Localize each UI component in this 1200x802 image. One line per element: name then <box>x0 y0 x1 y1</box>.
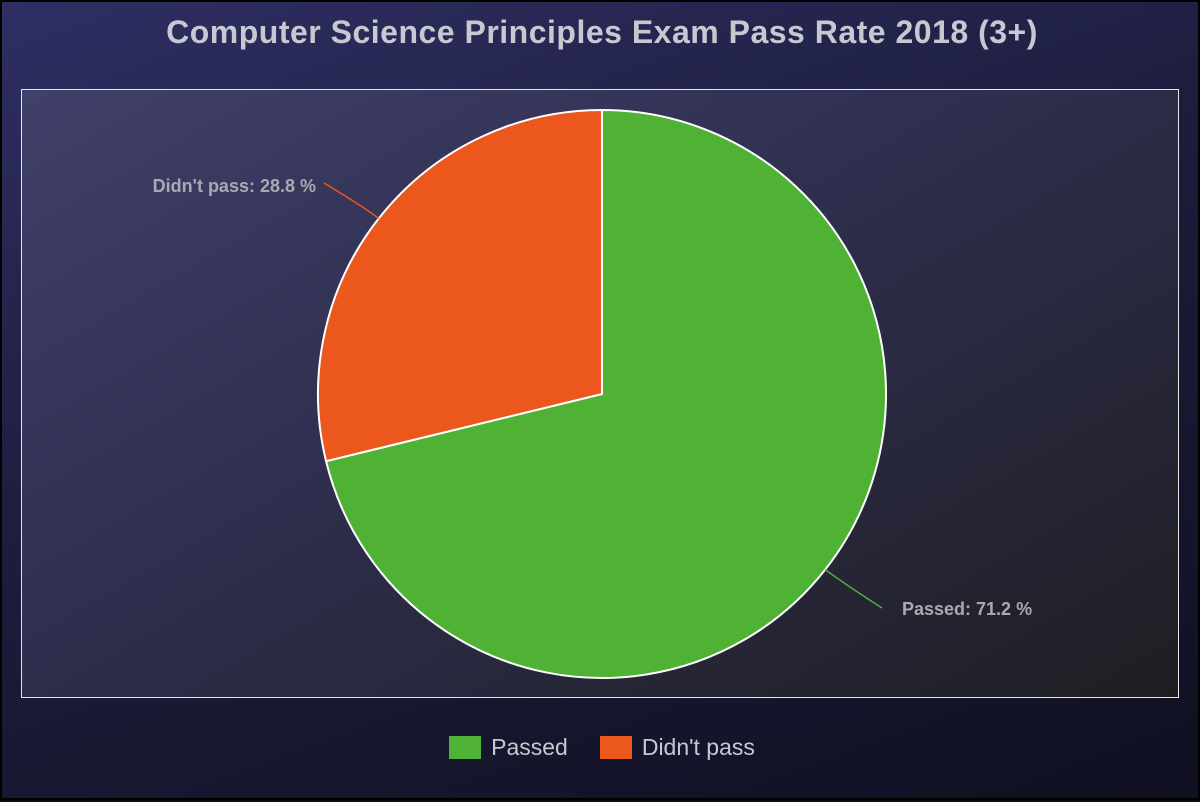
legend-swatch-didnt-pass <box>599 736 632 759</box>
legend: Passed Didn't pass <box>2 734 1200 761</box>
pie-slice-didn-t-pass[interactable] <box>317 108 603 463</box>
legend-label-passed: Passed <box>491 734 568 760</box>
data-label-passed: Passed: 71.2 % <box>902 599 1032 619</box>
connector-line-didn-t-pass <box>323 182 380 220</box>
chart-title: Computer Science Principles Exam Pass Ra… <box>166 14 1038 50</box>
legend-swatch-passed <box>449 736 482 759</box>
legend-item-passed[interactable]: Passed <box>449 734 568 761</box>
connector-line-passed <box>824 568 883 609</box>
legend-item-didnt-pass[interactable]: Didn't pass <box>599 734 755 761</box>
legend-label-didnt-pass: Didn't pass <box>641 734 755 760</box>
pie-slice-passed[interactable] <box>324 108 887 679</box>
data-label-didn-t-pass: Didn't pass: 28.8 % <box>153 176 316 196</box>
